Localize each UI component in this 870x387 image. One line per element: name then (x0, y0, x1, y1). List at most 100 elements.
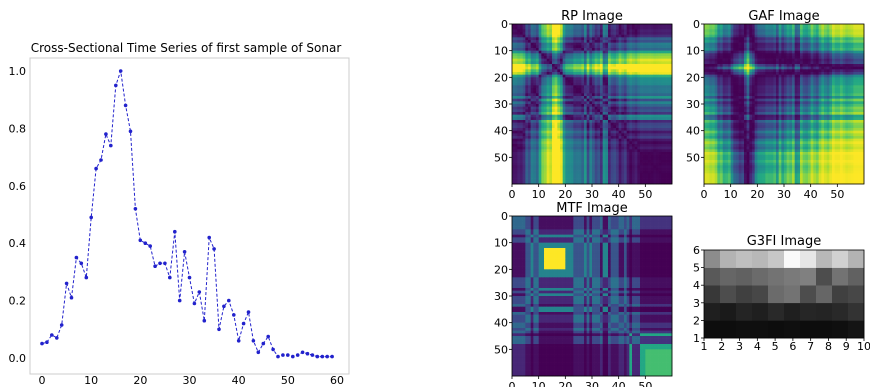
data-point (50, 333, 54, 337)
data-point (256, 350, 261, 355)
data-point (246, 310, 251, 314)
rp-heatmap: RP Image 0 10 20 30 40 50 0 10 20 30 40 50 (494, 9, 673, 201)
series-line (41, 70, 333, 358)
heatmap-cell (800, 285, 817, 304)
y-tick-label: 30 (494, 98, 508, 111)
x-tick-label: 10 (532, 188, 546, 201)
data-point (40, 341, 44, 346)
data-point (109, 143, 113, 148)
data-point (158, 261, 162, 266)
data-point (64, 281, 69, 286)
data-point (168, 275, 172, 280)
heatmap-cell (768, 302, 785, 321)
data-point (320, 354, 325, 359)
x-tick-label: 3 (736, 340, 743, 353)
gaf-heatmap: GAF Image 0 10 20 30 40 50 0 10 20 30 40 50 (686, 9, 865, 201)
heatmap-cell (768, 267, 785, 286)
y-tick-label: 50 (686, 151, 700, 164)
heatmap-cell (832, 250, 849, 268)
y-tick-label: 1 (693, 332, 700, 345)
mtf-heatmap-ticks: 0 10 20 30 40 50 0 10 20 30 40 50 (494, 210, 673, 387)
data-point (148, 244, 152, 248)
y-tick-label: 40 (494, 317, 508, 330)
heatmap-cell (816, 320, 833, 339)
heatmap-cell (720, 285, 737, 304)
line-chart-title: Cross-Sectional Time Series of first sam… (31, 41, 342, 55)
data-point (143, 241, 148, 245)
heatmap-cell (736, 267, 753, 286)
rp-heatmap-ticks: 0 10 20 30 40 50 0 10 20 30 40 50 (494, 18, 673, 201)
x-tick-label: 6 (789, 340, 796, 353)
line-chart-x-ticks: 0 10 20 30 40 50 60 (39, 374, 345, 387)
x-tick-label: 1 (701, 340, 708, 353)
y-tick-label: 0 (693, 18, 700, 31)
data-point (281, 353, 285, 357)
data-point (251, 339, 256, 343)
data-point (138, 238, 143, 243)
x-tick-label: 30 (585, 380, 599, 387)
y-tick-label: 10 (494, 237, 508, 250)
data-point (173, 229, 177, 234)
gaf-heatmap-ticks: 0 10 20 30 40 50 0 10 20 30 40 50 (686, 18, 865, 201)
x-tick-label: 40 (232, 374, 246, 387)
line-chart-series (40, 69, 334, 359)
data-point (177, 298, 182, 303)
heatmap-cell (832, 285, 849, 304)
heatmap-cell (816, 285, 833, 304)
y-tick-label: 40 (686, 125, 700, 138)
line-chart-y-ticks: 0.0 0.2 0.4 0.6 0.8 1.0 (9, 65, 27, 365)
data-point (266, 334, 271, 339)
heatmap-cell (704, 267, 721, 286)
data-point (295, 353, 300, 357)
heatmap-cell (752, 250, 769, 268)
data-point (118, 69, 123, 73)
heatmap-cell (736, 285, 753, 304)
y-tick-label: 20 (494, 71, 508, 84)
data-point (202, 318, 207, 323)
x-tick-label: 40 (804, 188, 818, 201)
heatmap-cell (816, 302, 833, 321)
y-tick-label: 4 (693, 279, 700, 292)
x-tick-label: 10 (532, 380, 546, 387)
y-tick-label: 0.2 (9, 295, 27, 308)
data-point (276, 354, 280, 359)
data-point (79, 261, 84, 266)
y-tick-label: 50 (494, 151, 508, 164)
heatmap-cell (848, 285, 865, 304)
y-tick-label: 0 (501, 210, 508, 223)
heatmap-cell (736, 250, 753, 268)
x-tick-label: 30 (585, 188, 599, 201)
heatmap-cell (800, 302, 817, 321)
y-tick-label: 40 (494, 125, 508, 138)
heatmap-cell (848, 250, 865, 268)
heatmap-cell (704, 320, 721, 339)
heatmap-cell (752, 285, 769, 304)
y-tick-label: 0 (501, 18, 508, 31)
line-chart: Cross-Sectional Time Series of first sam… (9, 41, 350, 387)
data-point (207, 235, 211, 240)
heatmap-cell (832, 320, 849, 339)
heatmap-cell (720, 302, 737, 321)
data-point (271, 347, 275, 352)
data-point (305, 351, 310, 356)
x-tick-label: 50 (638, 380, 652, 387)
data-point (99, 158, 103, 162)
x-tick-label: 20 (133, 374, 147, 387)
x-tick-label: 20 (750, 188, 764, 201)
data-point (315, 354, 320, 359)
y-tick-label: 1.0 (9, 65, 27, 78)
y-tick-label: 20 (494, 263, 508, 276)
mtf-heatmap-title: MTF Image (556, 201, 627, 216)
heatmap-cell (784, 320, 801, 339)
data-point (153, 264, 157, 269)
y-tick-label: 3 (693, 297, 700, 310)
x-tick-label: 4 (754, 340, 761, 353)
x-tick-label: 50 (638, 188, 652, 201)
heatmap-cell (784, 250, 801, 268)
heatmap-cell (720, 320, 737, 339)
x-tick-label: 10 (84, 374, 98, 387)
x-tick-label: 60 (330, 374, 344, 387)
data-point (128, 129, 133, 134)
